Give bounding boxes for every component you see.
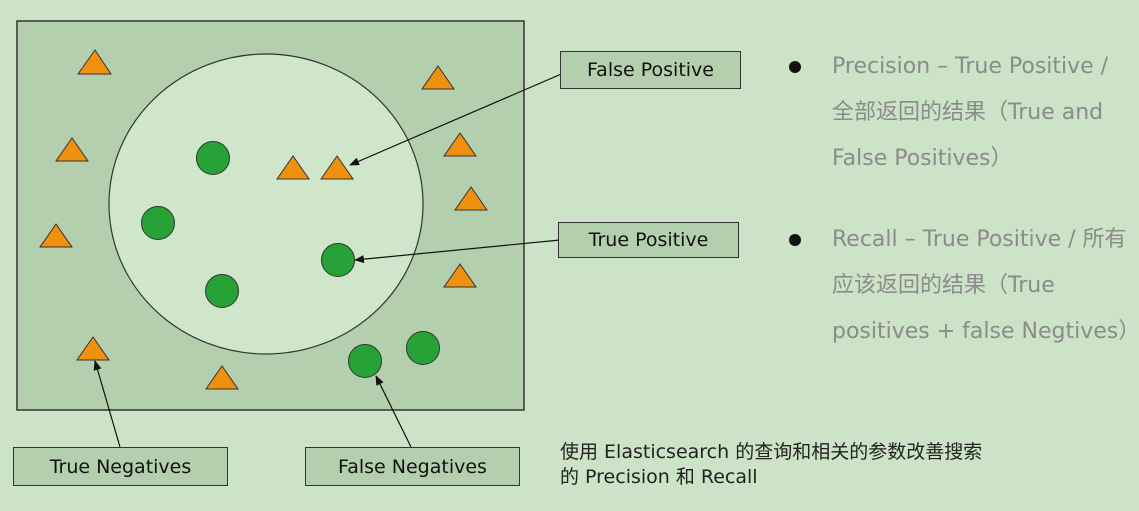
bullet-dot-icon [789, 61, 801, 73]
arrow-true-positive [354, 239, 561, 264]
returned-results-ellipse [108, 53, 424, 355]
triangle [76, 336, 110, 361]
definition-list: Precision – True Positive / 全部返回的结果（True… [786, 44, 1139, 355]
arrow-false-positive [349, 71, 567, 166]
circle [321, 243, 355, 277]
false-negatives-label: False Negatives [305, 447, 520, 486]
arrow-false-negatives [375, 375, 412, 448]
bullet-dot-icon [789, 234, 801, 246]
circle [348, 344, 382, 378]
triangle [454, 186, 488, 211]
circle [196, 141, 230, 175]
triangle [205, 365, 239, 390]
caption-line-2: 的 Precision 和 Recall [560, 466, 758, 488]
precision-definition: Precision – True Positive / 全部返回的结果（True… [786, 44, 1131, 182]
circle [205, 274, 239, 308]
circle [406, 331, 440, 365]
triangle [39, 223, 73, 248]
triangle [443, 132, 477, 157]
triangle [77, 49, 112, 75]
triangle [421, 65, 455, 90]
false-positive-label: False Positive [560, 51, 741, 89]
triangle [443, 263, 477, 288]
triangle [55, 137, 89, 162]
true-negatives-label: True Negatives [13, 447, 228, 486]
recall-definition: Recall – True Positive / 所有应该返回的结果（True … [786, 217, 1139, 355]
circle [141, 206, 175, 240]
triangle [276, 155, 310, 180]
recall-text: Recall – True Positive / 所有应该返回的结果（True … [832, 227, 1139, 344]
true-positive-label: True Positive [558, 222, 739, 258]
arrow-true-negatives [93, 360, 121, 448]
triangle [320, 155, 354, 180]
caption: 使用 Elasticsearch 的查询和相关的参数改善搜索 的 Precisi… [560, 440, 1080, 490]
precision-text: Precision – True Positive / 全部返回的结果（True… [832, 54, 1109, 171]
caption-line-1: 使用 Elasticsearch 的查询和相关的参数改善搜索 [560, 441, 983, 463]
